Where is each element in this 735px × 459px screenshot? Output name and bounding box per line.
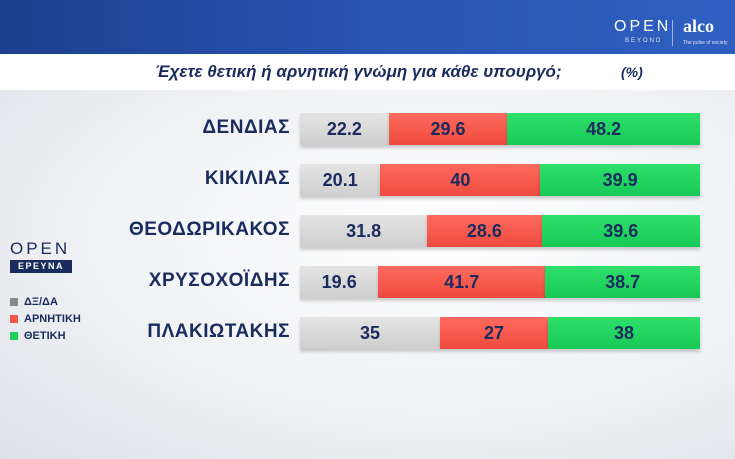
data-label: 38 [613,322,635,343]
data-label: 40 [450,169,471,190]
data-label: 39.9 [602,169,638,190]
stacked-bar: 35 27 38 [300,317,700,349]
data-label: 29.6 [430,118,466,139]
legend: ΔΞ/ΔΑ ΑΡΝΗΤΙΚΗ ΘΕΤΙΚΗ [10,293,81,344]
header-bar: OPEN BEYOND alco The pulse of society [0,0,735,54]
category-label: ΔΕΝΔΙΑΣ [202,117,290,138]
bar-segment-positive: 39.9 [540,164,700,196]
category-label: ΠΛΑΚΙΩΤΑΚΗΣ [147,321,290,342]
bar-segment-dk-na: 19.6 [300,266,379,298]
legend-swatch-positive [10,331,18,340]
data-label: 20.1 [322,169,358,190]
open-beyond-text: BEYOND [625,38,663,44]
data-label: 38.7 [605,271,641,292]
alco-tagline: The pulse of society [683,40,728,46]
logo-divider [672,20,673,46]
alco-logo-text: alco [683,16,714,36]
bar-segment-negative: 27 [440,317,548,349]
category-label: ΘΕΟΔΩΡΙΚΑΚΟΣ [128,219,290,240]
open-ereuna-logo: OPEN ΕΡΕΥΝΑ [10,239,74,273]
bar-segment-positive: 48.2 [507,113,700,145]
open-logo-text: OPEN [614,18,672,35]
data-label: 35 [359,322,381,343]
data-label: 31.8 [346,220,382,241]
bar-segment-negative: 28.6 [427,215,542,247]
data-label: 19.6 [321,271,357,292]
stacked-bar: 22.2 29.6 48.2 [300,113,700,145]
data-label: 41.7 [444,271,480,292]
chart-title: Έχετε θετική ή αρνητική γνώμη για κάθε υ… [155,62,562,81]
ereuna-badge: ΕΡΕΥΝΑ [10,260,72,273]
category-label: ΧΡΥΣΟΧΟΪΔΗΣ [148,270,290,291]
bar-segment-negative: 40 [380,164,541,196]
stacked-bar: 20.1 40 39.9 [300,164,700,196]
data-label: 48.2 [586,118,622,139]
chart-unit: (%) [621,64,643,80]
legend-swatch-negative [10,314,18,323]
bar-segment-positive: 38.7 [545,266,700,298]
bar-segment-dk-na: 20.1 [300,164,381,196]
legend-item-dk: ΔΞ/ΔΑ [10,293,81,310]
data-label: 27 [483,322,505,343]
data-label: 39.6 [603,220,639,241]
legend-label-positive: ΘΕΤΙΚΗ [24,329,66,342]
open-logo-word: OPEN [10,239,71,258]
bar-segment-negative: 29.6 [388,113,508,145]
legend-item-negative: ΑΡΝΗΤΙΚΗ [10,310,81,327]
data-label: 22.2 [326,118,362,139]
bar-segment-dk-na: 22.2 [300,113,389,145]
legend-label-negative: ΑΡΝΗΤΙΚΗ [24,312,81,325]
bar-segment-positive: 38 [548,317,700,349]
data-label: 28.6 [466,220,502,241]
bar-segment-dk-na: 35 [300,317,440,349]
legend-label-dk: ΔΞ/ΔΑ [24,295,58,308]
bar-segment-positive: 39.6 [541,215,700,247]
bar-segment-dk-na: 31.8 [300,215,428,247]
legend-item-positive: ΘΕΤΙΚΗ [10,327,81,344]
stacked-bar: 19.6 41.7 38.7 [300,266,700,298]
stacked-bar: 31.8 28.6 39.6 [300,215,700,247]
bar-segment-negative: 41.7 [378,266,546,298]
legend-swatch-dk [10,297,18,306]
category-label: ΚΙΚΙΛΙΑΣ [204,168,290,189]
title-band [0,54,735,90]
